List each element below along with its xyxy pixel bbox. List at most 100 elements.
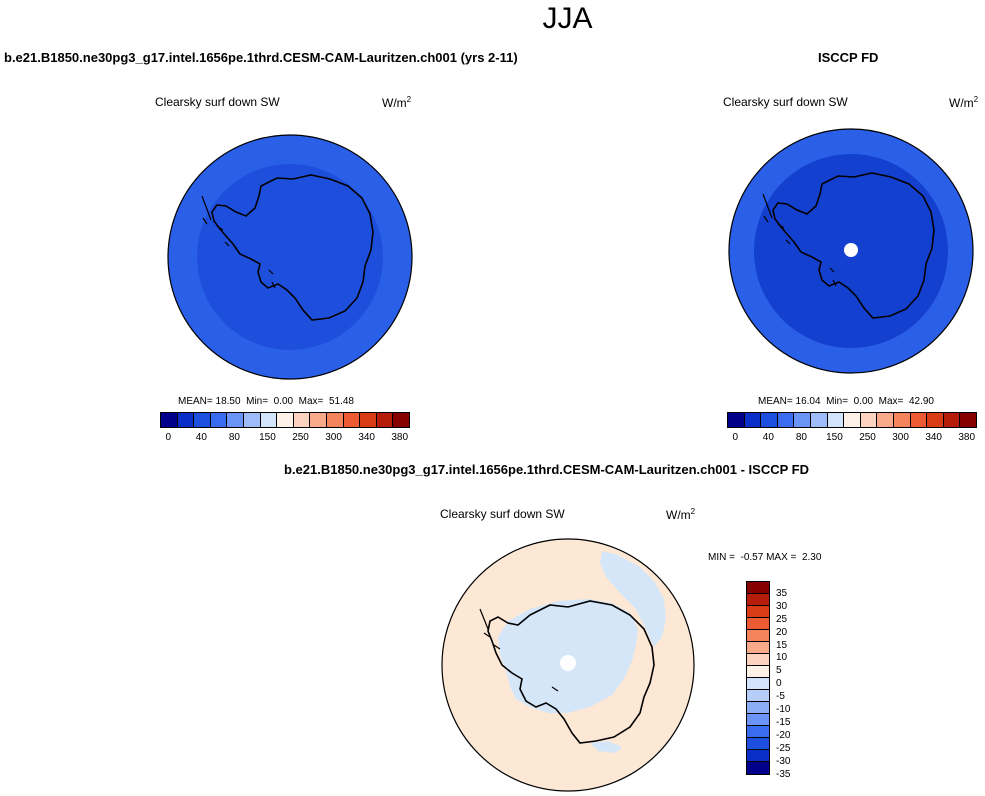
colorbar-swatch [343,413,361,427]
colorbar-tick-label: -35 [776,768,791,780]
colorbar-tick-label: 380 [958,432,976,443]
colorbar-swatch [260,413,278,427]
colorbar-tick-label: 300 [892,432,909,443]
colorbar-tick-label: 250 [859,432,876,443]
colorbar-swatch [161,413,178,427]
colorbar-swatch [910,413,928,427]
colorbar-tick-label: 80 [228,432,240,443]
model-variable-label: Clearsky surf down SW [155,95,280,109]
colorbar-tick-label: 150 [826,432,843,443]
diff-colorbar [746,581,770,775]
colorbar-tick-label: 250 [292,432,309,443]
colorbar-swatch [747,666,769,678]
colorbar-swatch [744,413,762,427]
colorbar-tick-label: 40 [195,432,207,443]
diff-variable-label: Clearsky surf down SW [440,507,565,521]
model-colorbar [160,412,410,428]
colorbar-swatch [747,714,769,726]
model-units-label: W/m2 [382,95,412,110]
model-map-inner-field [197,164,383,350]
colorbar-swatch [747,642,769,654]
colorbar-swatch [747,618,769,630]
colorbar-swatch [277,413,294,427]
diff-colorbar-labels: 35 30 25 20 15 10 5 0 -5 -10 -15 -20 -25 -30 -35 [776,581,816,781]
colorbar-swatch [210,413,228,427]
colorbar-swatch [194,413,211,427]
colorbar-tick-label: 20 [776,626,788,638]
colorbar-tick-label: 300 [325,432,342,443]
colorbar-swatch [293,413,311,427]
colorbar-tick-label: 0 [165,432,172,443]
model-polar-map [167,134,413,380]
colorbar-swatch [747,702,769,714]
model-peninsula-islands [201,195,276,289]
colorbar-tick-label: 40 [762,432,774,443]
colorbar-swatch [810,413,828,427]
obs-stats: MEAN= 16.04 Min= 0.00 Max= 42.90 [758,396,934,407]
model-case-title: b.e21.B1850.ne30pg3_g17.intel.1656pe.1th… [4,50,518,65]
colorbar-swatch [747,606,769,618]
colorbar-tick-label: -10 [776,704,791,715]
colorbar-swatch [943,413,961,427]
colorbar-tick-label: -5 [776,691,785,703]
colorbar-tick-label: 10 [776,652,788,664]
model-antarctica-coastline [211,174,374,321]
diff-negative-region-southeast [590,741,622,753]
obs-units-label: W/m2 [949,95,979,110]
colorbar-swatch [243,413,261,427]
obs-colorbar-labels: 0 40 80 150 250 300 340 380 [727,432,975,444]
colorbar-tick-label: -15 [776,716,791,728]
obs-case-title: ISCCP FD [818,50,879,65]
model-colorbar-labels: 0 40 80 150 250 300 340 380 [160,432,408,444]
colorbar-swatch [310,413,327,427]
diff-antarctica-coastline [487,600,655,744]
diff-polar-map [441,538,695,792]
colorbar-swatch [376,413,394,427]
colorbar-swatch [747,690,769,702]
colorbar-swatch [877,413,894,427]
obs-peninsula-islands [762,193,837,287]
diff-case-title: b.e21.B1850.ne30pg3_g17.intel.1656pe.1th… [284,462,809,477]
colorbar-swatch [227,413,244,427]
colorbar-swatch [827,413,845,427]
colorbar-tick-label: -20 [776,729,791,741]
colorbar-tick-label: 340 [925,432,942,443]
colorbar-swatch [360,413,377,427]
colorbar-tick-label: 80 [795,432,807,443]
colorbar-tick-label: 30 [776,600,788,612]
colorbar-swatch [747,654,769,666]
colorbar-tick-label: 5 [776,665,782,677]
colorbar-tick-label: 0 [776,678,782,690]
colorbar-tick-label: -30 [776,755,791,767]
colorbar-tick-label: 15 [776,639,788,651]
colorbar-tick-label: 340 [358,432,375,443]
colorbar-tick-label: 35 [776,587,788,599]
colorbar-swatch [728,413,745,427]
colorbar-tick-label: 0 [732,432,739,443]
obs-antarctica-coastline [772,172,935,319]
colorbar-swatch [747,594,769,606]
colorbar-tick-label: -25 [776,742,791,754]
colorbar-swatch [747,630,769,642]
colorbar-tick-label: 25 [776,613,788,625]
colorbar-tick-label: 150 [259,432,276,443]
diff-units-label: W/m2 [666,507,696,522]
colorbar-swatch [844,413,861,427]
colorbar-swatch [747,582,769,594]
colorbar-swatch [927,413,944,427]
figure-title: JJA [542,2,593,35]
colorbar-swatch [393,413,409,427]
diff-stats: MIN = -0.57 MAX = 2.30 [708,552,822,563]
obs-variable-label: Clearsky surf down SW [723,95,848,109]
diff-pole-missing-data [560,655,576,671]
diff-negative-region-northeast [600,551,666,647]
colorbar-swatch [326,413,344,427]
colorbar-swatch [747,726,769,738]
colorbar-swatch [960,413,976,427]
colorbar-swatch [747,738,769,750]
colorbar-swatch [893,413,911,427]
colorbar-swatch [747,762,769,774]
diff-peninsula-islands [479,608,559,692]
colorbar-swatch [777,413,795,427]
obs-polar-map [728,128,974,374]
